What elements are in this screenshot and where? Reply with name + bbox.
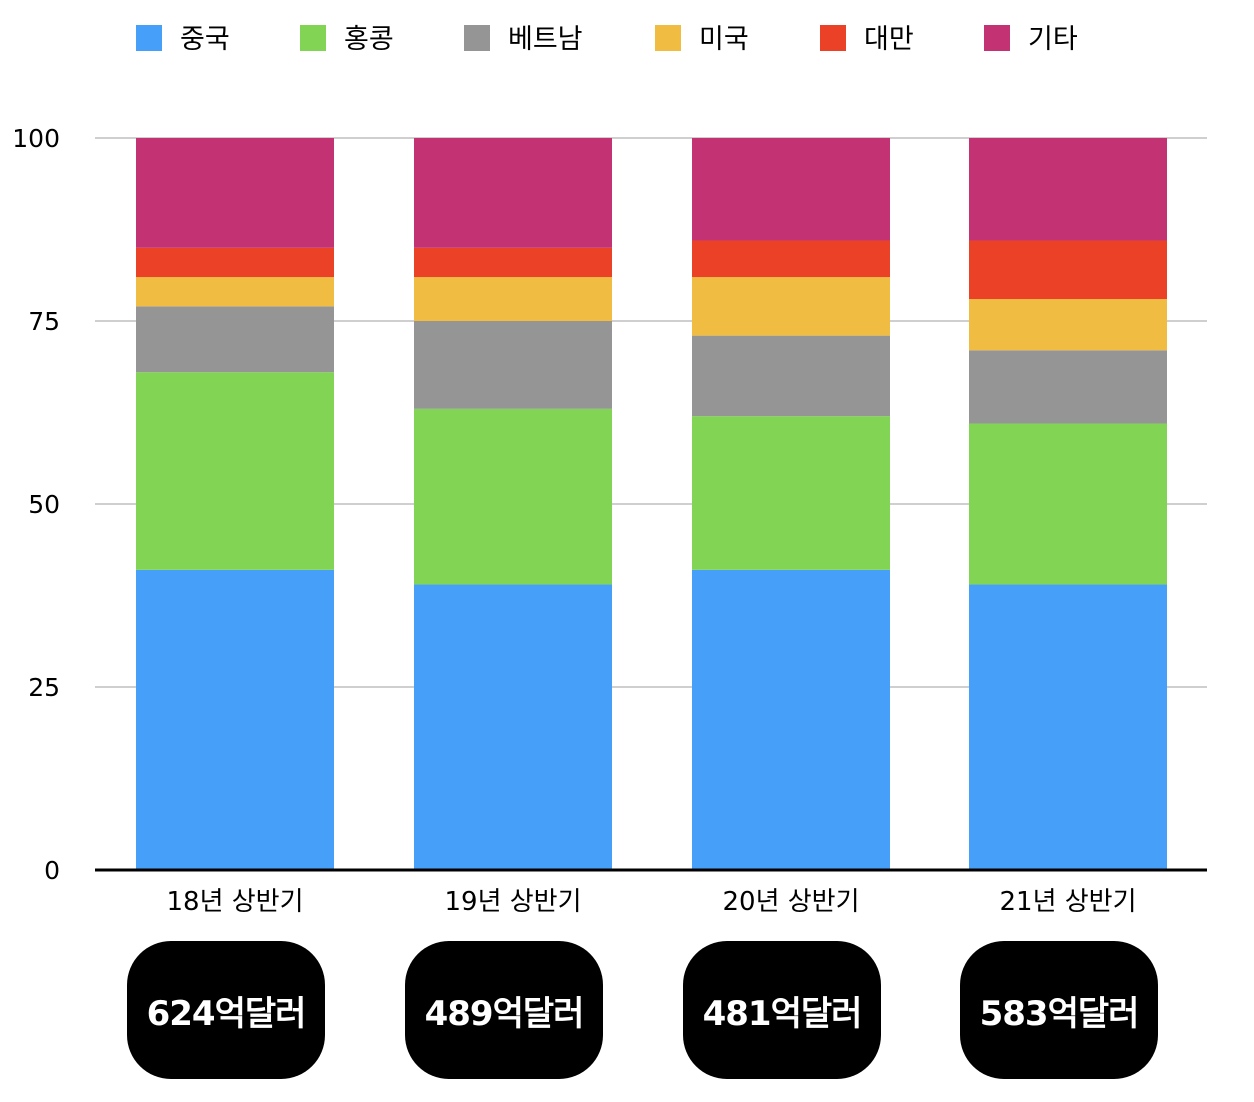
bar-segment-홍콩 <box>414 408 612 585</box>
y-tick-label: 100 <box>12 124 60 153</box>
bar-segment-기타 <box>136 138 334 248</box>
x-tick-label: 18년 상반기 <box>166 887 303 917</box>
legend-item: 베트남 <box>464 24 583 55</box>
bar-segment-홍콩 <box>692 416 890 570</box>
legend-label: 홍콩 <box>344 24 394 55</box>
legend-item: 중국 <box>136 24 230 55</box>
legend-label: 베트남 <box>508 24 583 55</box>
bar-segment-홍콩 <box>136 372 334 570</box>
bar-segment-기타 <box>692 138 890 241</box>
legend-label: 미국 <box>699 24 749 55</box>
bar-segment-중국 <box>136 569 334 870</box>
total-amount-badge: 583억달러 <box>960 941 1158 1079</box>
bar-segment-대만 <box>136 247 334 278</box>
bar-segment-기타 <box>969 138 1167 241</box>
bar-segment-미국 <box>692 277 890 336</box>
bar-segment-중국 <box>969 584 1167 870</box>
bar-segment-대만 <box>969 240 1167 300</box>
bar-segment-미국 <box>969 299 1167 351</box>
legend-item: 미국 <box>655 24 749 55</box>
total-amount-badge: 489억달러 <box>405 941 603 1079</box>
x-tick-label: 19년 상반기 <box>444 887 581 917</box>
legend-swatch <box>984 25 1010 51</box>
legend-item: 대만 <box>820 24 914 55</box>
legend-item: 기타 <box>984 24 1078 55</box>
legend-swatch <box>136 25 162 51</box>
bar-segment-대만 <box>692 240 890 278</box>
legend-swatch <box>300 25 326 51</box>
bar-segment-베트남 <box>692 335 890 417</box>
legend-swatch <box>464 25 490 51</box>
legend-item: 홍콩 <box>300 24 394 55</box>
bar-segment-베트남 <box>969 350 1167 424</box>
bar-segment-미국 <box>136 277 334 307</box>
legend-label: 기타 <box>1028 24 1078 55</box>
bar-segment-기타 <box>414 138 612 248</box>
bar-segment-홍콩 <box>969 423 1167 585</box>
legend-label: 대만 <box>864 24 914 55</box>
bar-segment-중국 <box>692 569 890 870</box>
y-tick-label: 0 <box>44 856 60 885</box>
y-tick-label: 50 <box>28 490 60 519</box>
total-amount-badge: 624억달러 <box>127 941 325 1079</box>
bar-segment-베트남 <box>136 306 334 373</box>
x-tick-label: 21년 상반기 <box>999 887 1136 917</box>
y-tick-label: 75 <box>28 307 60 336</box>
bar-segment-대만 <box>414 247 612 278</box>
bar-segment-베트남 <box>414 321 612 409</box>
legend-swatch <box>655 25 681 51</box>
total-amount-badge: 481억달러 <box>683 941 881 1079</box>
bar-segment-미국 <box>414 277 612 321</box>
legend-swatch <box>820 25 846 51</box>
legend-label: 중국 <box>180 24 230 55</box>
y-tick-label: 25 <box>28 673 60 702</box>
x-tick-label: 20년 상반기 <box>722 887 859 917</box>
bar-segment-중국 <box>414 584 612 870</box>
